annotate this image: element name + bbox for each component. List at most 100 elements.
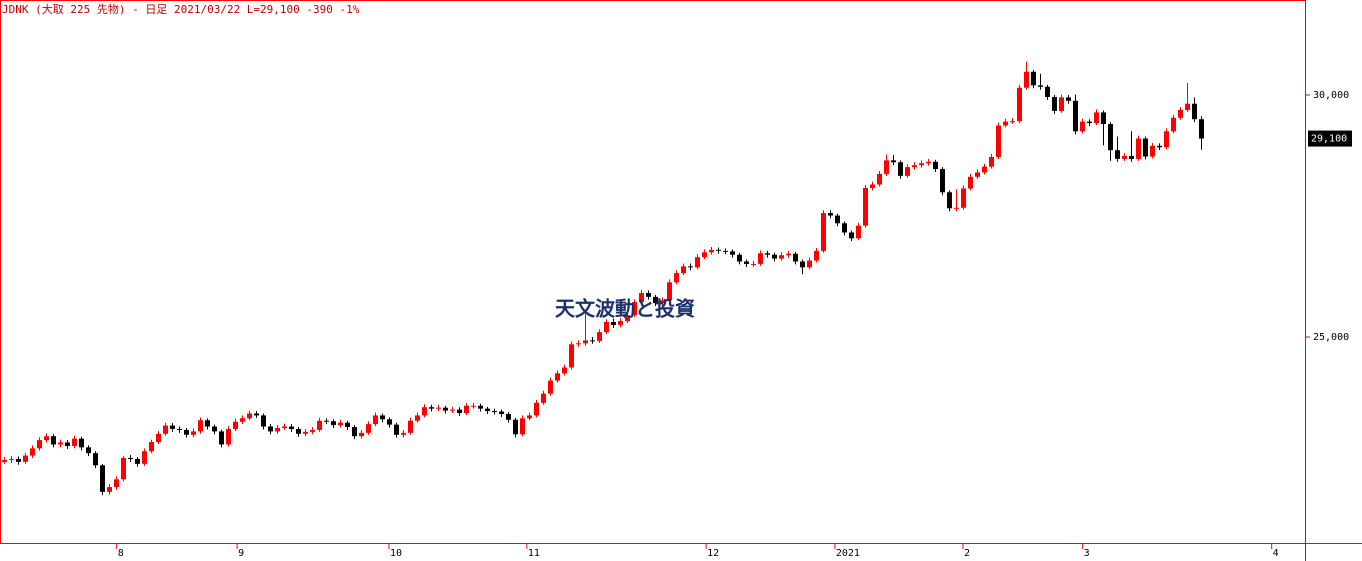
candle-body <box>807 260 812 268</box>
candle-body <box>128 458 133 460</box>
candle-body <box>79 438 84 448</box>
candle-body <box>618 321 623 325</box>
candle-body <box>254 413 259 416</box>
candle-body <box>730 251 735 255</box>
last-price-box <box>1308 130 1352 147</box>
candle-body <box>1185 103 1190 111</box>
candle-body <box>569 344 574 368</box>
candle-body <box>905 167 910 176</box>
candle-body <box>275 428 280 432</box>
candle-body <box>723 250 728 252</box>
candle-body <box>625 315 630 322</box>
candle-body <box>786 253 791 256</box>
candle-body <box>835 215 840 224</box>
candle-body <box>198 420 203 432</box>
candle-body <box>534 402 539 416</box>
candle-body <box>324 420 329 422</box>
candle-body <box>1122 155 1127 159</box>
candle-body <box>415 415 420 421</box>
candle-body <box>65 442 70 446</box>
candle-body <box>338 422 343 426</box>
candle-body <box>674 273 679 283</box>
candle-body <box>989 156 994 167</box>
candle-body <box>527 415 532 419</box>
candle-body <box>842 223 847 233</box>
candle-body <box>331 421 336 426</box>
candle-body <box>443 407 448 411</box>
candle-body <box>548 380 553 394</box>
candle-body <box>240 418 245 422</box>
candle-body <box>1136 138 1141 159</box>
candle-body <box>1115 150 1120 159</box>
candle-body <box>863 187 868 226</box>
candle-body <box>478 405 483 409</box>
candle-body <box>975 172 980 177</box>
candle-body <box>702 252 707 258</box>
candle-body <box>184 429 189 435</box>
candle-body <box>961 188 966 208</box>
candle-body <box>268 426 273 432</box>
candle-body <box>219 431 224 445</box>
candle-body <box>289 426 294 429</box>
candle-body <box>695 257 700 268</box>
candle-body <box>1150 145 1155 157</box>
candle-body <box>261 415 266 427</box>
candle-body <box>72 438 77 446</box>
candle-body <box>310 429 315 432</box>
candle-body <box>646 292 651 297</box>
candle-body <box>779 255 784 259</box>
candle-body <box>583 340 588 344</box>
candle-body <box>751 263 756 265</box>
candle-body <box>191 431 196 435</box>
candle-body <box>142 451 147 464</box>
candle-body <box>1059 97 1064 111</box>
candle-body <box>499 411 504 414</box>
candle-body <box>513 419 518 435</box>
candle-body <box>471 405 476 407</box>
x-tick-label: 2 <box>964 548 970 559</box>
candle-body <box>891 160 896 163</box>
candle-body <box>464 405 469 413</box>
candle-body <box>30 448 35 456</box>
candle-body <box>653 296 658 304</box>
candle-body <box>772 254 777 259</box>
candle-body <box>1045 86 1050 97</box>
candle-body <box>1192 103 1197 120</box>
candle-body <box>1024 71 1029 88</box>
candle-body <box>422 407 427 416</box>
candle-body <box>681 266 686 274</box>
candle-body <box>926 161 931 164</box>
candle-body <box>380 415 385 420</box>
x-tick-label: 12 <box>707 548 719 559</box>
candle-body <box>1031 71 1036 86</box>
candle-body <box>1108 124 1113 151</box>
candle-body <box>709 249 714 253</box>
candle-body <box>233 421 238 429</box>
candle-body <box>149 442 154 452</box>
candle-body <box>1143 138 1148 157</box>
candle-body <box>114 479 119 488</box>
candle-body <box>296 428 301 434</box>
candles <box>2 61 1204 496</box>
candle-body <box>317 420 322 430</box>
candle-body <box>23 455 28 462</box>
candle-body <box>366 424 371 433</box>
candle-body <box>387 419 392 425</box>
candle-body <box>93 453 98 466</box>
candle-body <box>58 442 63 445</box>
candle-body <box>44 436 49 441</box>
watermark: 天文波動と投資 <box>555 297 695 321</box>
candle-body <box>135 458 140 464</box>
candle-body <box>345 422 350 428</box>
candle-body <box>177 428 182 430</box>
candle-body <box>933 161 938 170</box>
candle-body <box>205 420 210 427</box>
candle-body <box>163 425 168 434</box>
candle-body <box>597 332 602 341</box>
candle-body <box>1087 121 1092 124</box>
y-tick-label: 25,000 <box>1313 332 1349 343</box>
candle-body <box>51 436 56 445</box>
candle-body <box>1157 145 1162 148</box>
candle-body <box>1038 85 1043 87</box>
candle-body <box>611 322 616 325</box>
